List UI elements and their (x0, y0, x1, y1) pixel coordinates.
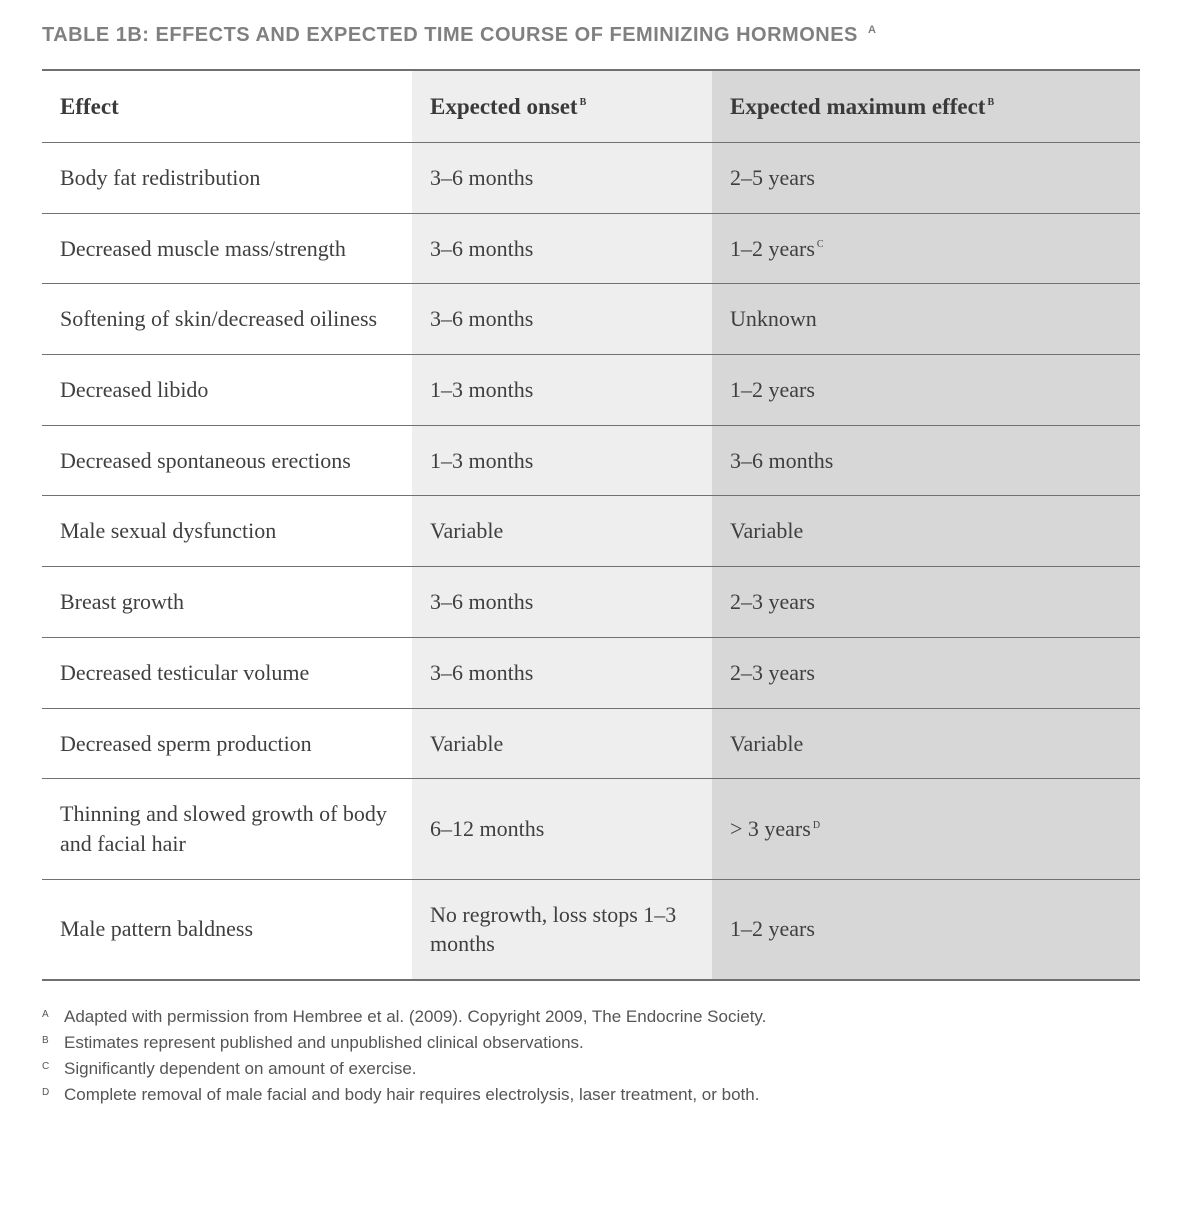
cell-max-value: 1–2 years (730, 236, 815, 261)
cell-max: Variable (712, 496, 1140, 567)
cell-onset: 3–6 months (412, 143, 712, 214)
table-body: Body fat redistribution3–6 months2–5 yea… (42, 143, 1140, 980)
title-text: EFFECTS AND EXPECTED TIME COURSE OF FEMI… (156, 24, 858, 46)
table-row: Decreased libido1–3 months 1–2 years (42, 355, 1140, 426)
footnote-marker: A (42, 1007, 64, 1020)
table-row: Male sexual dysfunctionVariableVariable (42, 496, 1140, 567)
cell-onset: 3–6 months (412, 637, 712, 708)
page: TABLE 1B: EFFECTS AND EXPECTED TIME COUR… (0, 0, 1182, 1151)
cell-max: > 3 yearsD (712, 779, 1140, 879)
title-sup: A (868, 24, 876, 36)
cell-max-value: Variable (730, 731, 803, 756)
footnote: AAdapted with permission from Hembree et… (42, 1007, 1140, 1027)
cell-max: 2–3 years (712, 567, 1140, 638)
table-row: Breast growth3–6 months 2–3 years (42, 567, 1140, 638)
footnote-text: Adapted with permission from Hembree et … (64, 1007, 1140, 1027)
table-row: Softening of skin/decreased oiliness3–6 … (42, 284, 1140, 355)
cell-max-value: 2–5 years (730, 165, 815, 190)
cell-max: 1–2 years (712, 355, 1140, 426)
table-row: Decreased spontaneous erections1–3 month… (42, 425, 1140, 496)
table-row: Male pattern baldnessNo regrowth, loss s… (42, 879, 1140, 980)
cell-effect: Male pattern baldness (42, 879, 412, 980)
cell-onset: Variable (412, 496, 712, 567)
cell-max-value: Variable (730, 518, 803, 543)
cell-max-value: 1–2 years (730, 377, 815, 402)
cell-onset: 6–12 months (412, 779, 712, 879)
col-header-max-label: Expected maximum effect (730, 94, 985, 119)
cell-max-value: 3–6 months (730, 448, 833, 473)
cell-effect: Decreased spontaneous erections (42, 425, 412, 496)
cell-onset: Variable (412, 708, 712, 779)
cell-max: 2–5 years (712, 143, 1140, 214)
cell-max-value: > 3 years (730, 816, 811, 841)
cell-effect: Decreased muscle mass/strength (42, 213, 412, 284)
col-header-max-sup: B (987, 97, 994, 108)
cell-effect: Decreased libido (42, 355, 412, 426)
cell-max: Unknown (712, 284, 1140, 355)
footnote-text: Significantly dependent on amount of exe… (64, 1059, 1140, 1079)
cell-max-sup: C (817, 239, 824, 250)
cell-max: 2–3 years (712, 637, 1140, 708)
cell-max-value: 2–3 years (730, 660, 815, 685)
footnote-marker: C (42, 1059, 64, 1072)
col-header-onset-label: Expected onset (430, 94, 578, 119)
cell-effect: Male sexual dysfunction (42, 496, 412, 567)
col-header-effect-label: Effect (60, 94, 119, 119)
footnote: DComplete removal of male facial and bod… (42, 1085, 1140, 1105)
cell-max: 1–2 years (712, 879, 1140, 980)
cell-onset: 3–6 months (412, 567, 712, 638)
cell-max-value: 1–2 years (730, 916, 815, 941)
table-row: Decreased sperm productionVariableVariab… (42, 708, 1140, 779)
table-row: Decreased testicular volume3–6 months 2–3… (42, 637, 1140, 708)
footnote: CSignificantly dependent on amount of ex… (42, 1059, 1140, 1079)
cell-max: Variable (712, 708, 1140, 779)
cell-onset: 3–6 months (412, 213, 712, 284)
table-row: Decreased muscle mass/strength3–6 months… (42, 213, 1140, 284)
title-prefix: TABLE 1B: (42, 24, 149, 46)
footnote-text: Complete removal of male facial and body… (64, 1085, 1140, 1105)
cell-max-value: 2–3 years (730, 589, 815, 614)
cell-onset: 3–6 months (412, 284, 712, 355)
col-header-onset: Expected onsetB (412, 70, 712, 143)
table-header-row: Effect Expected onsetB Expected maximum … (42, 70, 1140, 143)
footnote: BEstimates represent published and unpub… (42, 1033, 1140, 1053)
table-title: TABLE 1B: EFFECTS AND EXPECTED TIME COUR… (42, 24, 1140, 47)
footnote-marker: D (42, 1085, 64, 1098)
cell-max: 3–6 months (712, 425, 1140, 496)
footnote-text: Estimates represent published and unpubl… (64, 1033, 1140, 1053)
footnote-marker: B (42, 1033, 64, 1046)
col-header-effect: Effect (42, 70, 412, 143)
cell-max-value: Unknown (730, 306, 817, 331)
effects-table: Effect Expected onsetB Expected maximum … (42, 69, 1140, 981)
col-header-onset-sup: B (580, 97, 587, 108)
cell-max: 1–2 yearsC (712, 213, 1140, 284)
cell-effect: Decreased sperm production (42, 708, 412, 779)
cell-effect: Decreased testicular volume (42, 637, 412, 708)
table-row: Body fat redistribution3–6 months 2–5 yea… (42, 143, 1140, 214)
col-header-max: Expected maximum effectB (712, 70, 1140, 143)
cell-effect: Breast growth (42, 567, 412, 638)
table-row: Thinning and slowed growth of body and f… (42, 779, 1140, 879)
cell-onset: 1–3 months (412, 425, 712, 496)
cell-effect: Body fat redistribution (42, 143, 412, 214)
cell-effect: Softening of skin/decreased oiliness (42, 284, 412, 355)
cell-effect: Thinning and slowed growth of body and f… (42, 779, 412, 879)
cell-onset: 1–3 months (412, 355, 712, 426)
cell-onset: No regrowth, loss stops 1–3 months (412, 879, 712, 980)
footnotes: AAdapted with permission from Hembree et… (42, 1007, 1140, 1105)
cell-max-sup: D (813, 820, 820, 831)
